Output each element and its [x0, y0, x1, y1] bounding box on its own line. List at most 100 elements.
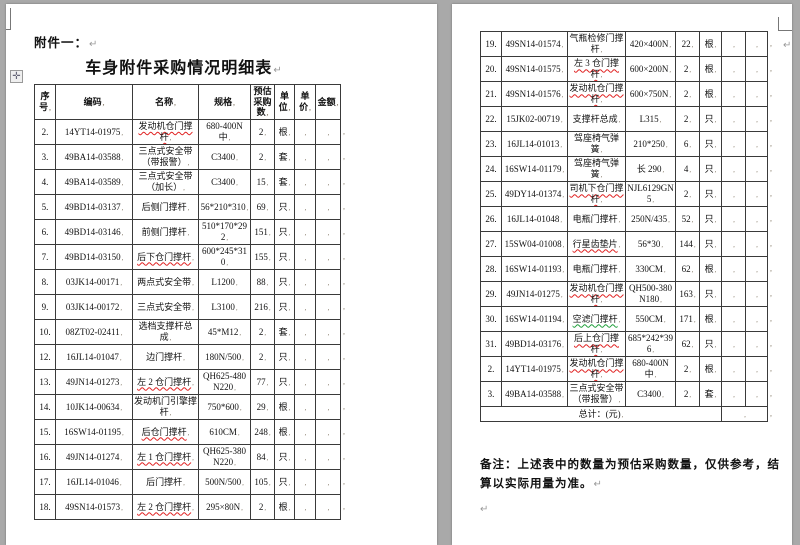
table-row: 7. 49BD14-03150, 后下仓门撑杆, 600*245*310, 155, 只,…	[34, 243, 350, 270]
cell-qty: 105,	[250, 468, 275, 495]
cell-price: ,	[721, 156, 746, 182]
cell-name: 两点式安全带,	[132, 268, 199, 295]
cell-spec: 550CM,	[625, 306, 676, 332]
cell-spec: 500N/500,	[198, 468, 251, 495]
cell-unit: 只,	[274, 368, 295, 395]
table-row: 24. 16SW14-01179, 驾座椅气弹簧, 长 290, 4, 只,,,,	[480, 156, 776, 182]
cell-code: 15JK02-00719,	[501, 106, 568, 132]
cell-amount: ,	[315, 443, 341, 470]
cell-code: 16SW14-01194,	[501, 306, 568, 332]
cell-amount: ,	[745, 81, 768, 107]
cell-qty: 163,	[675, 281, 700, 307]
cell-qty: 2,	[250, 118, 275, 145]
page-title: 车身附件采购情况明细表↵	[34, 54, 334, 78]
cell-name: 电瓶门撑杆,	[567, 256, 626, 282]
cell-amount: ,	[745, 56, 768, 82]
cell-unit: 只,	[699, 281, 722, 307]
header-row: 序号, 编码, 名称, 规格, 预估采购数, 单位, 单价, 金额,	[34, 84, 350, 120]
cell-name: 边门撑杆,	[132, 343, 199, 370]
cell-name: 后门撑杆,	[132, 468, 199, 495]
cell-amount: ,	[315, 368, 341, 395]
cell-amount: ,	[745, 356, 768, 382]
row-end-mark: ,	[770, 364, 772, 374]
cell-amount: ,	[315, 293, 341, 320]
cell-name: 三点式安全带（加长）,	[132, 168, 199, 195]
table-row: 14. 10JK14-00634, 发动机门引擎撑杆, 750*600, 29, 根,,,…	[34, 393, 350, 420]
cell-unit: 只,	[274, 218, 295, 245]
cell-spec: 600×750N,	[625, 81, 676, 107]
cell-code: 16SW14-01193,	[501, 256, 568, 282]
table-row: 8. 03JK14-00171, 两点式安全带, L1200, 88, 只,,,,	[34, 268, 350, 295]
cell-price: ,	[294, 493, 316, 520]
cell-unit: 只,	[699, 181, 722, 207]
cell-spec: 685*242*396,	[625, 331, 676, 357]
cell-unit: 只,	[274, 293, 295, 320]
cell-name: 左 3 仓门撑杆,	[567, 56, 626, 82]
cell-no: 31.	[480, 331, 502, 357]
cell-amount: ,	[745, 381, 768, 407]
table-row: 23. 16JL14-01013, 驾座椅气弹簧, 210*250, 6, 只,,,,	[480, 131, 776, 157]
cell-no: 20.	[480, 56, 502, 82]
row-end-mark: ,	[343, 477, 345, 487]
table-move-handle-icon[interactable]: ✛	[10, 70, 23, 83]
table-row: 25. 49DY14-01374, 司机下仓门撑杆, NJL6129GN5, 2, 只,,…	[480, 181, 776, 207]
cell-code: 49JN14-01275,	[501, 281, 568, 307]
cell-qty: 2,	[675, 56, 700, 82]
cell-code: 49JN14-01273,	[55, 368, 133, 395]
cell-price: ,	[294, 443, 316, 470]
cell-price: ,	[294, 168, 316, 195]
cell-qty: 171,	[675, 306, 700, 332]
row-end-mark: ,	[343, 502, 345, 512]
cell-price: ,	[294, 418, 316, 445]
cell-unit: 只,	[699, 156, 722, 182]
cell-unit: 只,	[699, 331, 722, 357]
cell-unit: 根,	[274, 393, 295, 420]
table-row: 2. 14YT14-01975, 发动机仓门撑杆, 680-400N 中, 2, 根,,,…	[34, 118, 350, 145]
cell-code: 03JK14-00171,	[55, 268, 133, 295]
cell-price: ,	[294, 343, 316, 370]
cell-amount: ,	[745, 131, 768, 157]
cell-no: 3.	[480, 381, 502, 407]
cell-qty: 2,	[250, 493, 275, 520]
cell-price: ,	[294, 143, 316, 170]
cell-name: 后侧门撑杆,	[132, 193, 199, 220]
row-end-mark: ,	[770, 64, 772, 74]
cell-qty: 15,	[250, 168, 275, 195]
cell-name: 司机下仓门撑杆,	[567, 181, 626, 207]
table-row: 16. 49JN14-01274, 左 1 仓门撑杆, QH625-380N220, 8…	[34, 443, 350, 470]
cell-unit: 根,	[274, 118, 295, 145]
cell-spec: 600*245*310,	[198, 243, 251, 270]
cell-qty: 2,	[675, 381, 700, 407]
cell-price: ,	[721, 31, 746, 57]
row-end-mark: ,	[770, 164, 772, 174]
procurement-table-page2: 19. 49SN14-01574, 气瓶检修门撑杆, 420×400N, 22, 根,,,…	[480, 31, 776, 422]
cell-unit: 套,	[274, 143, 295, 170]
row-end-mark: ,	[343, 327, 345, 337]
paragraph-mark-icon: ↵	[273, 65, 283, 76]
cell-amount: ,	[745, 206, 768, 232]
cell-code: 16JL14-01048,	[501, 206, 568, 232]
cell-amount: ,	[315, 118, 341, 145]
cell-amount: ,	[745, 306, 768, 332]
cell-amount: ,	[315, 243, 341, 270]
cell-price: ,	[721, 306, 746, 332]
cell-price: ,	[721, 106, 746, 132]
cell-amount: ,	[745, 31, 768, 57]
cell-qty: 2,	[675, 81, 700, 107]
cell-spec: C3400,	[198, 168, 251, 195]
row-end-mark: ,	[343, 302, 345, 312]
row-end-mark: ,	[770, 39, 772, 49]
cell-name: 左 1 仓门撑杆,	[132, 443, 199, 470]
cell-price: ,	[294, 293, 316, 320]
cell-code: 16JL14-01047,	[55, 343, 133, 370]
cell-name: 电瓶门撑杆,	[567, 206, 626, 232]
cell-price: ,	[294, 193, 316, 220]
cell-qty: 77,	[250, 368, 275, 395]
cell-no: 13.	[34, 368, 56, 395]
cell-no: 8.	[34, 268, 56, 295]
table-row: 28. 16SW14-01193, 电瓶门撑杆, 330CM, 62, 根,,,,	[480, 256, 776, 282]
cell-spec: QH625-380N220,	[198, 443, 251, 470]
cell-name: 支撑杆总成,	[567, 106, 626, 132]
cell-qty: 4,	[675, 156, 700, 182]
table-row: 13. 49JN14-01273, 左 2 仓门撑杆, QH625-480N220, 7…	[34, 368, 350, 395]
